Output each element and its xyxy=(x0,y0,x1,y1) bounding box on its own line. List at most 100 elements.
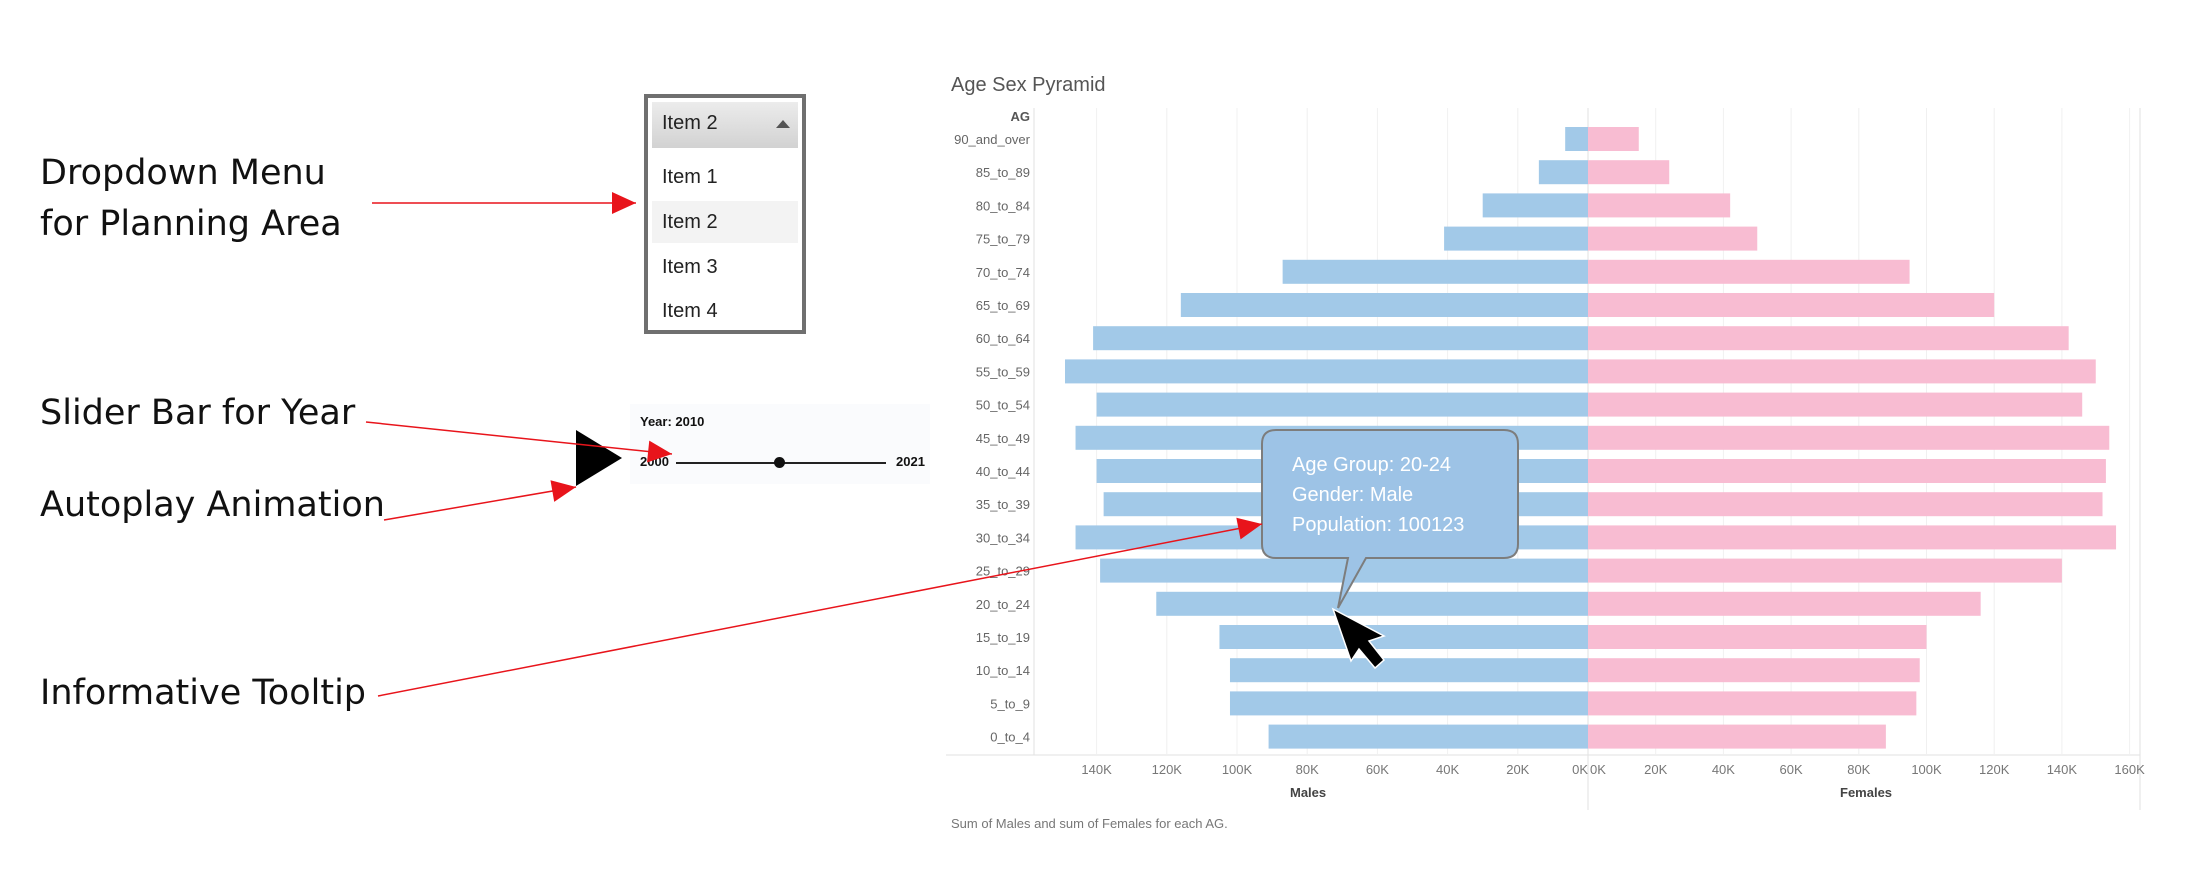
x-tick-label-males: 120K xyxy=(1152,762,1183,777)
bar-females xyxy=(1588,392,2083,417)
bar-males xyxy=(1065,359,1588,384)
bar-females xyxy=(1588,359,2096,384)
dropdown-option-label: Item 3 xyxy=(662,256,718,278)
arrow-autoplay-line xyxy=(383,486,577,521)
category-label: 70_to_74 xyxy=(976,265,1030,280)
year-min-label: 2000 xyxy=(640,454,669,469)
tooltip-layer xyxy=(1261,429,1519,670)
x-tick-label-females: 40K xyxy=(1712,762,1735,777)
x-tick-label-females: 120K xyxy=(1979,762,2010,777)
bar-females xyxy=(1588,658,1920,683)
arrow-slider-head xyxy=(646,440,672,463)
play-icon[interactable] xyxy=(576,430,622,486)
dropdown-option-4[interactable]: Item 4 xyxy=(652,290,798,332)
bar-males xyxy=(1180,293,1588,317)
bar-males xyxy=(1093,326,1588,351)
bar-males xyxy=(1565,127,1588,151)
category-label: 60_to_64 xyxy=(976,331,1030,346)
chart-caption: Sum of Males and sum of Females for each… xyxy=(951,816,1228,831)
bar-males xyxy=(1219,625,1588,649)
x-tick-label-females: 140K xyxy=(2047,762,2078,777)
dropdown-selected[interactable]: Item 2 xyxy=(652,102,798,148)
bar-females xyxy=(1588,127,1639,151)
annotation-dropdown-line2: for Planning Area xyxy=(40,204,342,244)
year-label: Year: 2010 xyxy=(640,414,705,429)
category-label: 25_to_29 xyxy=(976,564,1030,579)
tooltip-bubble xyxy=(1261,429,1519,609)
category-label: 50_to_54 xyxy=(976,398,1030,413)
bar-females xyxy=(1588,724,1886,749)
arrow-dropdown-head xyxy=(612,192,636,214)
x-tick-label-males: 80K xyxy=(1296,762,1319,777)
tooltip-gender: Gender: Male xyxy=(1292,484,1414,506)
tooltip-age-group: Age Group: 20-24 xyxy=(1292,454,1451,476)
annotation-autoplay-label: Autoplay Animation xyxy=(40,485,385,525)
x-tick-label-males: 100K xyxy=(1222,762,1253,777)
x-tick-label-females: 20K xyxy=(1644,762,1667,777)
x-tick-label-males: 140K xyxy=(1081,762,1112,777)
cursor-icon xyxy=(1331,607,1386,670)
chevron-up-icon[interactable] xyxy=(776,120,790,128)
dropdown-option-label: Item 4 xyxy=(662,300,718,322)
year-slider-panel: Year: 2010 2000 2021 xyxy=(630,404,930,484)
x-tick-label-males: 40K xyxy=(1436,762,1459,777)
bars-layer xyxy=(1065,127,2117,749)
bar-males xyxy=(1444,226,1588,251)
bar-males xyxy=(1538,160,1588,185)
dropdown-option-1[interactable]: Item 1 xyxy=(652,156,798,198)
category-label: 75_to_79 xyxy=(976,232,1030,247)
bar-females xyxy=(1588,326,2069,351)
bar-males xyxy=(1482,193,1588,218)
category-label: 40_to_44 xyxy=(976,464,1030,479)
x-axis-label-males: Males xyxy=(1290,785,1327,800)
planning-area-dropdown[interactable]: Item 2 Item 1 Item 2 Item 3 Item 4 xyxy=(644,94,806,334)
arrow-autoplay-head xyxy=(550,480,576,502)
bar-males xyxy=(1096,392,1588,417)
bar-females xyxy=(1588,591,1981,616)
annotation-dropdown-line1: Dropdown Menu xyxy=(40,153,326,193)
dropdown-option-2[interactable]: Item 2 xyxy=(652,201,798,243)
x-tick-label-males: 60K xyxy=(1366,762,1389,777)
bar-males xyxy=(1156,591,1588,616)
category-label: 55_to_59 xyxy=(976,364,1030,379)
category-label: 30_to_34 xyxy=(976,530,1030,545)
dropdown-option-label: Item 2 xyxy=(662,211,718,233)
bar-females xyxy=(1588,691,1917,716)
category-label: 10_to_14 xyxy=(976,663,1030,678)
bar-females xyxy=(1588,160,1670,185)
x-tick-label-females: 100K xyxy=(1911,762,1942,777)
bar-females xyxy=(1588,525,2117,550)
bar-females xyxy=(1588,459,2106,483)
tooltip-content: Age Group: 20-24 Gender: Male Population… xyxy=(1292,450,1464,540)
arrow-tooltip-head xyxy=(1236,517,1262,540)
bar-males xyxy=(1229,691,1588,716)
arrow-slider-line xyxy=(365,421,673,455)
x-tick-label-males: 20K xyxy=(1506,762,1529,777)
annotation-tooltip-label: Informative Tooltip xyxy=(40,673,367,713)
x-tick-label-females: 80K xyxy=(1847,762,1870,777)
x-tick-label-males: 0K xyxy=(1572,762,1588,777)
bar-females xyxy=(1588,193,1731,218)
dropdown-option-label: Item 1 xyxy=(662,166,718,188)
dropdown-option-3[interactable]: Item 3 xyxy=(652,246,798,288)
year-slider-thumb[interactable] xyxy=(774,457,785,468)
bar-males xyxy=(1282,259,1588,284)
bar-males xyxy=(1229,658,1588,683)
category-label: 0_to_4 xyxy=(990,730,1030,745)
row-header: AG xyxy=(1010,109,1031,124)
bar-males xyxy=(1268,724,1588,749)
tooltip-population: Population: 100123 xyxy=(1292,514,1465,536)
x-tick-label-females: 160K xyxy=(2114,762,2145,777)
x-tick-label-females: 60K xyxy=(1780,762,1803,777)
category-label: 15_to_19 xyxy=(976,630,1030,645)
category-label: 90_and_over xyxy=(954,132,1031,147)
annotation-dropdown-label: Dropdown Menu for Planning Area xyxy=(40,148,342,250)
year-max-label: 2021 xyxy=(896,454,925,469)
dropdown-selected-label: Item 2 xyxy=(662,112,718,134)
chart-title: Age Sex Pyramid xyxy=(951,74,1106,96)
bar-females xyxy=(1588,293,1995,317)
bar-females xyxy=(1588,259,1910,284)
category-label: 5_to_9 xyxy=(990,696,1030,711)
x-tick-label-females: 0K xyxy=(1590,762,1606,777)
